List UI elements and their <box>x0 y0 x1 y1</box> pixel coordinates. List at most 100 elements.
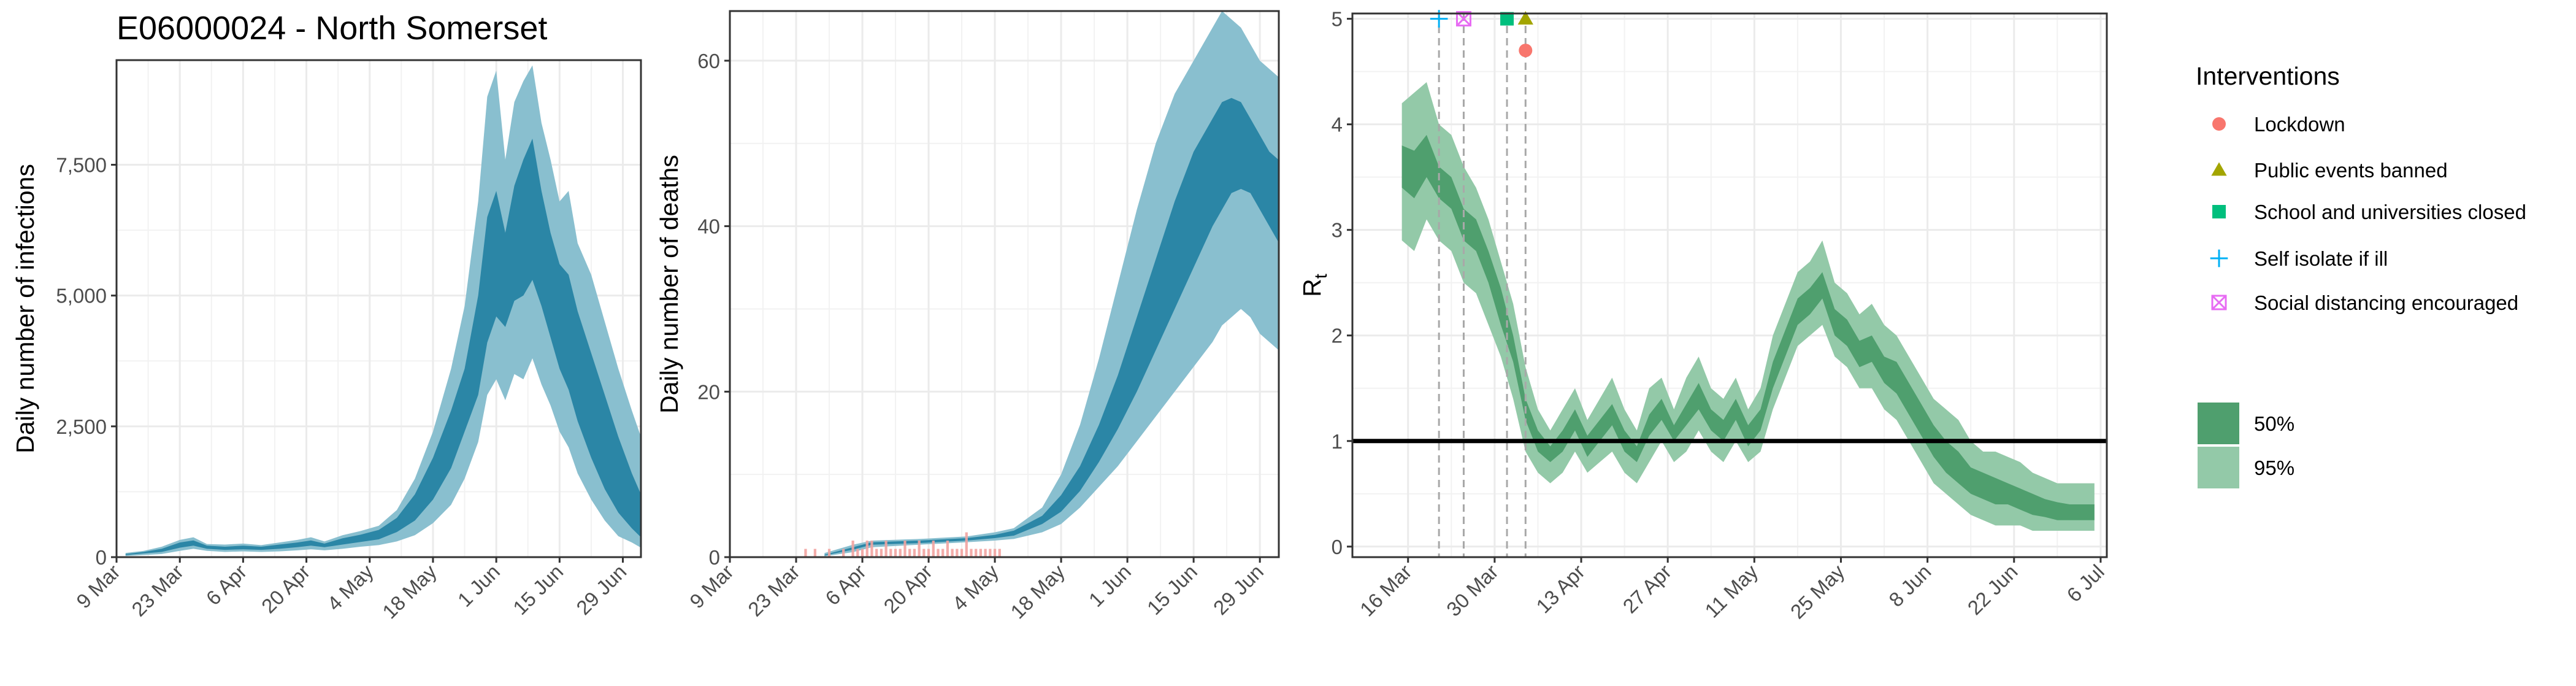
observed-death-bar <box>827 549 831 557</box>
observed-death-bar <box>913 549 916 557</box>
legend-band-swatch <box>2198 447 2239 488</box>
x-tick-label: 22 Jun <box>1963 560 2022 619</box>
lockdown-marker <box>1519 44 1533 58</box>
observed-death-bar <box>813 549 817 557</box>
observed-death-bar <box>975 549 978 557</box>
x-tick-label: 30 Mar <box>1442 560 1503 621</box>
observed-death-bar <box>918 541 921 557</box>
x-tick-label: 6 Apr <box>821 560 870 610</box>
x-tick-label: 18 May <box>378 560 441 623</box>
y-axis-label: Daily number of infections <box>11 164 39 453</box>
x-tick-label: 20 Apr <box>879 560 937 618</box>
y-tick-label: 0 <box>709 546 720 569</box>
self-isolate-marker <box>2210 249 2228 268</box>
observed-death-bar <box>894 549 897 557</box>
legend-item-label: Lockdown <box>2254 113 2345 136</box>
y-tick-label: 1 <box>1332 430 1343 453</box>
y-axis-label-subscript: t <box>1311 274 1331 279</box>
panel-border <box>729 10 1280 558</box>
observed-death-bar <box>965 532 968 557</box>
schools-marker <box>2212 205 2226 218</box>
observed-death-bar <box>927 549 930 557</box>
panel-border <box>1351 12 2108 558</box>
observed-death-bar <box>998 549 1001 557</box>
y-tick-label: 40 <box>697 215 720 238</box>
public-events-marker <box>2211 162 2227 176</box>
observed-death-bar <box>804 549 807 557</box>
legend: Interventions Lockdown Public events bann… <box>2196 62 2526 488</box>
legend-item-label: School and universities closed <box>2254 201 2526 223</box>
x-tick-label: 8 Jun <box>1884 560 1935 611</box>
y-tick-label: 60 <box>697 50 720 72</box>
y-tick-label: 5 <box>1332 8 1343 31</box>
x-tick-label: 23 Mar <box>743 560 804 621</box>
social-distancing-marker <box>2211 295 2227 310</box>
observed-death-bar <box>889 549 892 557</box>
x-tick-label: 15 Jun <box>1143 560 1202 619</box>
observed-death-bar <box>956 549 959 557</box>
observed-death-bar <box>851 541 854 557</box>
observed-death-bar <box>993 549 997 557</box>
y-tick-label: 4 <box>1332 114 1343 136</box>
x-tick-label: 1 Jun <box>453 560 504 611</box>
band-95 <box>824 11 1279 557</box>
y-tick-label: 2 <box>1332 325 1343 347</box>
band-50 <box>1401 134 2095 520</box>
observed-death-bar <box>932 541 935 557</box>
observed-death-bar <box>937 549 940 557</box>
x-tick-label: 4 May <box>948 560 1003 615</box>
page-title: E06000024 - North Somerset <box>117 10 547 47</box>
x-tick-label: 18 May <box>1006 560 1069 623</box>
x-tick-label: 20 Apr <box>257 560 315 618</box>
observed-death-bar <box>856 549 859 557</box>
x-tick-label: 16 Mar <box>1355 560 1416 621</box>
band-50 <box>125 138 641 555</box>
observed-death-bar <box>984 549 987 557</box>
y-tick-label: 2,500 <box>56 415 107 438</box>
y-tick-label: 3 <box>1332 219 1343 242</box>
x-tick-label: 11 May <box>1700 560 1762 622</box>
y-axis-label: Rt <box>1298 274 1331 297</box>
x-tick-label: 6 Jul <box>2062 560 2108 606</box>
observed-death-bar <box>861 549 864 557</box>
y-tick-label: 20 <box>697 380 720 403</box>
observed-death-bar <box>922 549 926 557</box>
x-tick-label: 13 Apr <box>1531 560 1589 618</box>
observed-death-bar <box>842 549 845 557</box>
legend-band-label: 95% <box>2254 457 2294 479</box>
legend-band-items: 50% 95% <box>2198 403 2294 488</box>
x-tick-label: 25 May <box>1786 560 1849 623</box>
y-tick-label: 5,000 <box>56 285 107 307</box>
y-tick-label: 7,500 <box>56 154 107 177</box>
band-50 <box>824 98 1279 556</box>
schools-marker <box>1500 12 1514 26</box>
legend-item-label: Public events banned <box>2254 159 2448 182</box>
observed-death-bar <box>979 549 983 557</box>
observed-death-bar <box>880 549 883 557</box>
legend-item-label: Social distancing encouraged <box>2254 291 2518 314</box>
panel-border <box>115 59 642 558</box>
legend-band-label: 50% <box>2254 412 2294 435</box>
x-tick-label: 29 Jun <box>572 560 631 619</box>
observed-death-bar <box>960 549 964 557</box>
x-tick-label: 27 Apr <box>1618 560 1676 618</box>
observed-death-bar <box>870 541 873 557</box>
legend-title: Interventions <box>2196 62 2340 90</box>
rt-panel: 0 1 2 3 4 5 16 Mar 30 Mar 13 Apr 27 Apr 11 May 25 M… <box>1298 8 2109 623</box>
x-tick-label: 29 Jun <box>1209 560 1268 619</box>
observed-death-bar <box>903 541 907 557</box>
x-tick-label: 4 May <box>323 560 378 615</box>
x-tick-label: 1 Jun <box>1084 560 1135 611</box>
lockdown-marker <box>2212 117 2226 131</box>
x-tick-label: 15 Jun <box>508 560 567 619</box>
public-events-marker <box>1517 10 1533 25</box>
band-95 <box>125 65 641 557</box>
y-tick-label: 0 <box>96 546 107 569</box>
observed-death-bar <box>970 549 973 557</box>
observed-death-bar <box>908 549 911 557</box>
observed-death-bar <box>946 541 949 557</box>
legend-item-label: Self isolate if ill <box>2254 247 2388 270</box>
